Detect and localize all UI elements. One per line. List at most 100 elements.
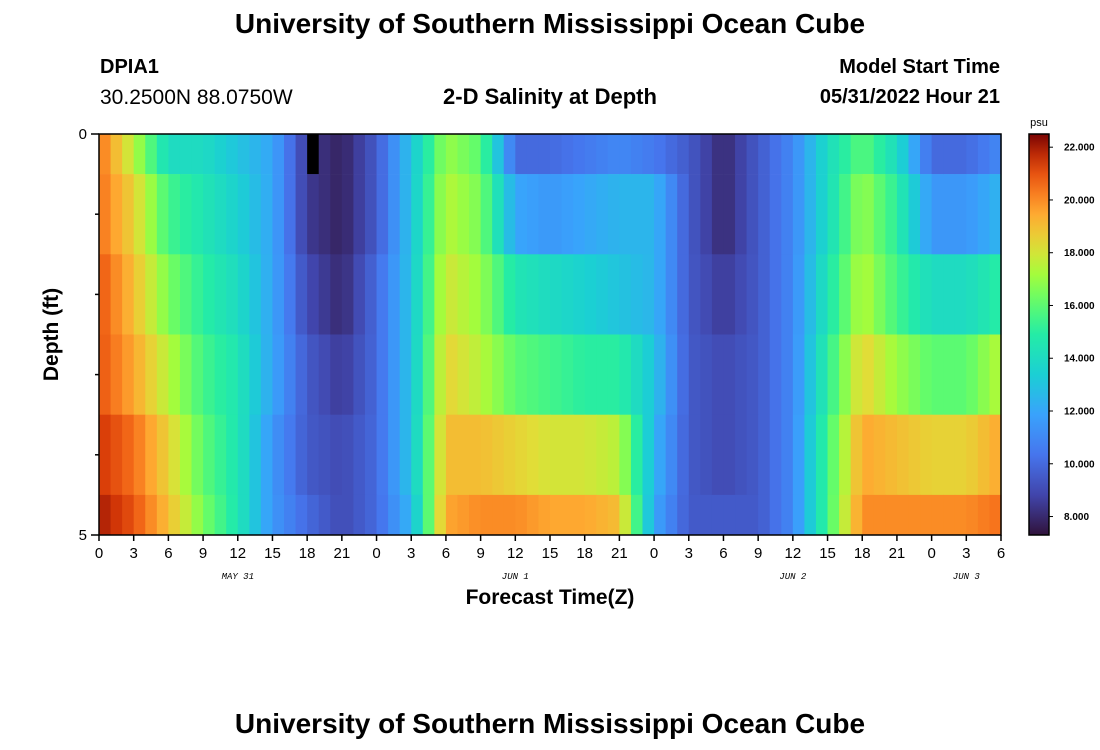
heatmap-cell [630, 174, 644, 255]
heatmap-cell [584, 414, 597, 496]
heatmap-cell [318, 134, 331, 175]
station-coords: 30.2500N 88.0750W [100, 86, 293, 109]
heatmap-cell [422, 174, 435, 255]
heatmap-cell [526, 414, 540, 496]
heatmap-cell [908, 334, 921, 415]
heatmap-cell [226, 174, 239, 255]
heatmap-cell [237, 174, 250, 255]
heatmap-cell [503, 174, 516, 255]
heatmap-cell [735, 334, 748, 415]
heatmap-cell [804, 494, 817, 536]
heatmap-cell [284, 254, 297, 335]
heatmap-cell [723, 414, 736, 496]
heatmap-cell [954, 494, 967, 536]
heatmap-cell [284, 494, 297, 536]
heatmap-cell [122, 174, 135, 255]
heatmap-cell [538, 174, 551, 255]
heatmap-cell [249, 334, 262, 415]
heatmap-cell [792, 254, 806, 335]
heatmap-cell [353, 494, 366, 536]
heatmap-cell [746, 254, 759, 335]
y-axis: 05 [79, 126, 99, 544]
heatmap-cell [619, 494, 632, 536]
heatmap-cell [122, 494, 135, 536]
heatmap-cell [827, 494, 840, 536]
heatmap-cell [445, 494, 459, 536]
heatmap-cell [515, 414, 528, 496]
heatmap-cell [237, 254, 250, 335]
heatmap-cell [700, 494, 713, 536]
heatmap-cell [573, 334, 586, 415]
heatmap-cell [133, 414, 146, 496]
heatmap-cell [758, 494, 771, 536]
heatmap-cell [665, 334, 678, 415]
heatmap-cell [954, 334, 967, 415]
heatmap-cell [122, 254, 135, 335]
heatmap-cell [850, 334, 863, 415]
x-tick-label: 3 [685, 545, 693, 562]
heatmap-cell [850, 174, 863, 255]
heatmap-cell [469, 134, 482, 175]
heatmap-cell [469, 174, 482, 255]
heatmap-cell [295, 254, 308, 335]
heatmap-cell [538, 254, 551, 335]
heatmap-cell [873, 174, 886, 255]
heatmap-cell [966, 334, 979, 415]
heatmap-cell [561, 494, 574, 536]
heatmap-cell [318, 334, 331, 415]
heatmap-cell [226, 494, 239, 536]
heatmap-cell [307, 174, 320, 255]
heatmap-cell [376, 414, 389, 496]
heatmap-cell [746, 134, 759, 175]
heatmap-cell [179, 494, 193, 536]
heatmap-cell [989, 414, 1002, 496]
heatmap-cell [966, 494, 979, 536]
heatmap-cell [272, 174, 285, 255]
heatmap-cell [920, 134, 933, 175]
heatmap-cell [272, 134, 285, 175]
heatmap-cell [896, 174, 910, 255]
heatmap-cell [272, 334, 285, 415]
heatmap-cell [584, 494, 597, 536]
heatmap-cell [364, 414, 378, 496]
heatmap-cell [191, 414, 204, 496]
heatmap-cell [492, 174, 505, 255]
heatmap-cell [908, 414, 921, 496]
heatmap-cells [99, 134, 1002, 536]
heatmap-cell [619, 414, 632, 496]
heatmap-cell [434, 414, 447, 496]
heatmap-cell [758, 174, 771, 255]
heatmap-cell [781, 334, 794, 415]
heatmap-cell [758, 134, 771, 175]
heatmap-cell [99, 134, 112, 175]
heatmap-cell [977, 174, 991, 255]
heatmap-cell [179, 134, 193, 175]
heatmap-cell [677, 494, 690, 536]
heatmap-cell [943, 414, 956, 496]
heatmap-cell [480, 334, 493, 415]
x-tick-label: 18 [854, 545, 871, 562]
heatmap-cell [399, 334, 412, 415]
heatmap-cell [630, 254, 644, 335]
heatmap-cell [411, 254, 424, 335]
heatmap-cell [943, 334, 956, 415]
heatmap-cell [596, 334, 609, 415]
heatmap-cell [515, 334, 528, 415]
heatmap-cell [515, 254, 528, 335]
heatmap-cell [735, 254, 748, 335]
heatmap-cell [804, 134, 817, 175]
heatmap-cell [862, 254, 875, 335]
heatmap-cell [596, 134, 609, 175]
heatmap-cell [989, 494, 1002, 536]
heatmap-cell [203, 334, 216, 415]
heatmap-cell [249, 174, 262, 255]
heatmap-cell [168, 414, 181, 496]
heatmap-cell [422, 134, 435, 175]
heatmap-cell [538, 494, 551, 536]
heatmap-cell [191, 334, 204, 415]
heatmap-cell [492, 414, 505, 496]
heatmap-cell [769, 494, 782, 536]
heatmap-cell [619, 254, 632, 335]
heatmap-cell [388, 414, 401, 496]
